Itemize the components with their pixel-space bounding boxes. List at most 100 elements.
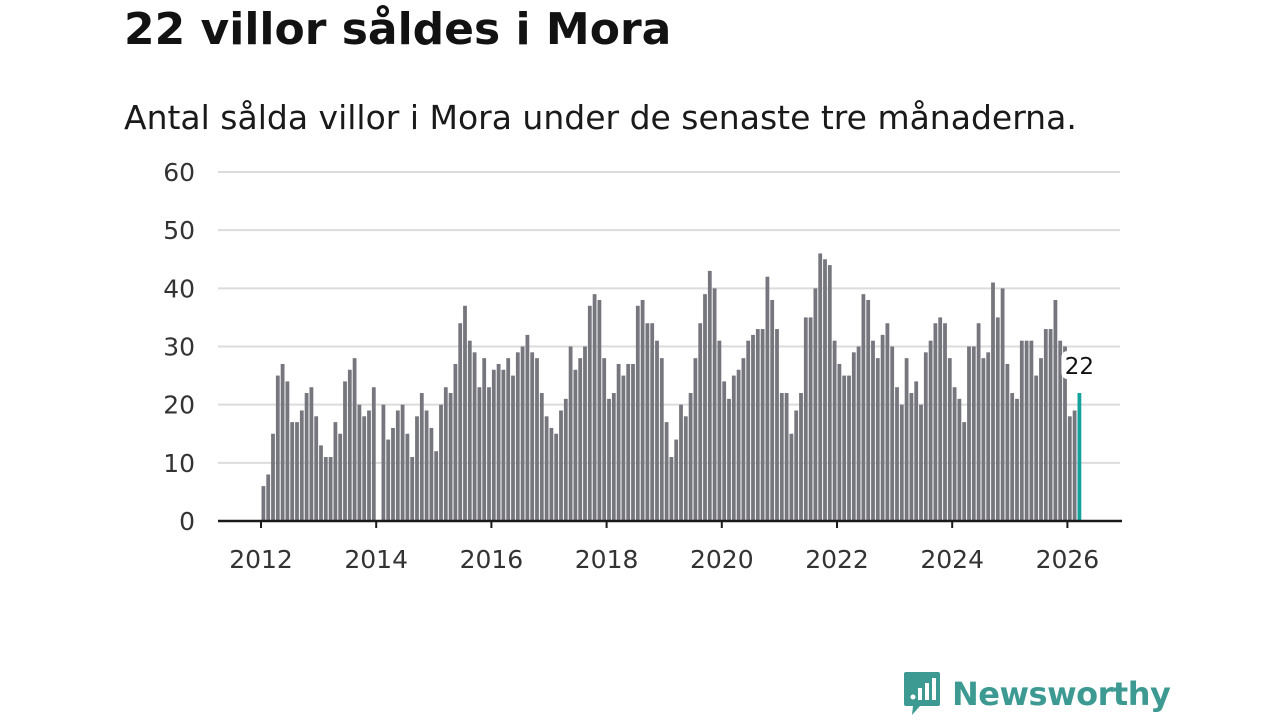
bar [866, 299, 871, 521]
bar [299, 410, 304, 521]
y-axis-tick-labels: 0 10 20 30 40 50 60 [163, 158, 195, 536]
bar [991, 282, 995, 521]
bar [650, 323, 655, 521]
bar [1024, 340, 1029, 521]
bar [573, 369, 578, 521]
bar [515, 352, 520, 521]
chart-title: 22 villor såldes i Mora [124, 4, 672, 55]
bar [688, 393, 693, 521]
bar [391, 427, 395, 521]
bar [799, 393, 803, 521]
bar [583, 346, 587, 521]
bar [563, 398, 568, 521]
y-tick-label: 0 [179, 507, 195, 536]
x-tick-label: 2016 [460, 545, 524, 574]
bar [731, 375, 736, 521]
bar [525, 334, 530, 521]
bar [919, 404, 923, 521]
x-tick-label: 2024 [920, 545, 984, 574]
x-tick-label: 2026 [1036, 545, 1100, 574]
bar [333, 422, 338, 521]
bar [976, 323, 981, 521]
bar [1034, 375, 1039, 521]
bar [640, 299, 645, 521]
bar [722, 381, 727, 521]
bar [1019, 340, 1024, 521]
bars [261, 253, 1082, 521]
bar [554, 433, 559, 521]
x-tick-label: 2022 [805, 545, 869, 574]
bar [813, 288, 818, 521]
x-axis-ticks: 2012 2014 2016 2018 2020 2022 2024 2026 [229, 521, 1099, 574]
y-tick-label: 40 [163, 274, 195, 303]
bar [309, 387, 314, 521]
bar [827, 265, 832, 521]
bar [295, 422, 299, 521]
bar [602, 358, 607, 521]
bar [659, 358, 664, 521]
bar [914, 381, 919, 521]
bar [443, 387, 448, 521]
bar [938, 317, 943, 521]
bar [770, 299, 775, 521]
bar [775, 329, 779, 521]
bar [472, 352, 477, 521]
bar [1067, 416, 1072, 521]
bar [707, 270, 712, 521]
y-tick-label: 10 [163, 449, 195, 478]
bar [1029, 340, 1034, 521]
bar [952, 387, 957, 521]
bar [631, 363, 635, 521]
bar [679, 404, 683, 521]
bar [1039, 358, 1043, 521]
bar [434, 451, 439, 521]
bar [895, 387, 899, 521]
bar [477, 387, 482, 521]
newsworthy-brand-name: Newsworthy [952, 675, 1171, 713]
bar [1048, 329, 1053, 521]
bar [717, 340, 722, 521]
bar [856, 346, 861, 521]
bar [851, 352, 856, 521]
bar [741, 358, 746, 521]
y-tick-label: 60 [163, 158, 195, 187]
bar [943, 323, 947, 521]
bar [448, 393, 453, 521]
bar [347, 369, 352, 521]
bar [424, 410, 429, 521]
bar [607, 398, 611, 521]
bar [578, 358, 583, 521]
bar [304, 393, 309, 521]
bar [559, 410, 563, 521]
bar [712, 288, 717, 521]
bar [285, 381, 290, 521]
bar [765, 276, 770, 521]
bar [803, 317, 808, 521]
bar [967, 346, 971, 521]
bar [995, 317, 1000, 521]
bar [439, 404, 443, 521]
bar [655, 340, 659, 521]
bar [611, 393, 616, 521]
bar [808, 317, 813, 521]
newsworthy-logo-icon [904, 672, 940, 715]
bar [371, 387, 376, 521]
bar [635, 305, 640, 521]
bar [971, 346, 976, 521]
bar [1053, 299, 1058, 521]
bar [885, 323, 890, 521]
bar [544, 416, 549, 521]
bar [587, 305, 592, 521]
bar [405, 433, 410, 521]
bar [1058, 340, 1063, 521]
bar [314, 416, 319, 521]
bar [357, 404, 362, 521]
bar [496, 363, 501, 521]
bar [789, 433, 794, 521]
bar [395, 410, 400, 521]
bar [539, 393, 544, 521]
bar [290, 422, 295, 521]
bar [520, 346, 525, 521]
bar [506, 358, 511, 521]
